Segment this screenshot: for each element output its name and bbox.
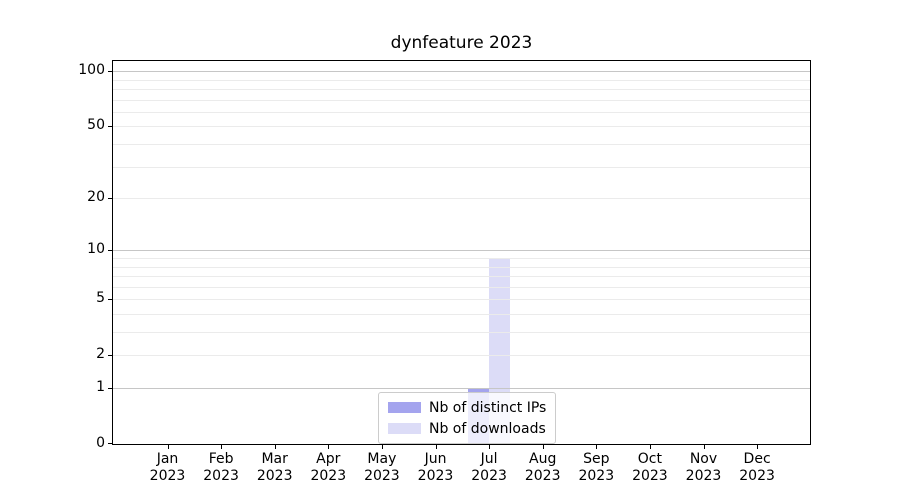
x-tick-mark [542,445,544,449]
x-tick-mark [596,445,598,449]
x-tick-mark [221,445,223,449]
x-tick-year: 2023 [149,468,186,484]
legend-label-distinct-ips: Nb of distinct IPs [429,399,547,416]
legend-label-downloads: Nb of downloads [429,420,546,437]
x-tick-month: Nov [689,451,718,467]
y-tick-mark [108,355,112,357]
x-tick-month: Sep [583,451,610,467]
x-tick-year: 2023 [364,468,400,484]
major-gridline [113,388,810,389]
minor-gridline [113,299,810,301]
x-tick-label: Jul 2023 [453,451,525,485]
x-tick-month: Apr [316,451,341,467]
x-tick-label: Dec 2023 [721,451,793,485]
x-tick-label: Oct 2023 [614,451,686,485]
y-tick-label: 10 [87,241,105,258]
minor-gridline [113,79,810,81]
y-tick-label: 20 [87,189,105,206]
x-tick-month: Oct [637,451,662,467]
minor-gridline [113,198,810,200]
minor-gridline [113,266,810,268]
y-tick-label: 2 [96,346,105,363]
x-tick-year: 2023 [203,468,239,484]
x-tick-mark [274,445,276,449]
y-tick-mark [108,198,112,200]
x-tick-label: Jan 2023 [132,451,204,485]
y-tick-mark [108,71,112,73]
major-gridline [113,71,810,73]
minor-gridline [113,166,810,168]
minor-gridline [113,99,810,101]
x-tick-label: Mar 2023 [239,451,311,485]
x-tick-label: May 2023 [346,451,418,485]
y-tick-label: 1 [96,379,105,395]
y-tick-label: 5 [96,290,105,307]
chart-title: dynfeature 2023 [390,33,533,53]
plot-area: Nb of distinct IPs Nb of downloads 0 1 2 5 1… [78,60,811,484]
minor-gridline [113,126,810,128]
x-tick-label: Sep 2023 [560,451,632,485]
minor-gridline [113,89,810,90]
legend-item-downloads: Nb of downloads [388,419,546,438]
x-tick-year: 2023 [524,468,561,484]
x-tick-mark [435,445,437,449]
legend-swatch-downloads-icon [388,423,421,434]
minor-gridline [113,332,810,333]
x-tick-month: May [367,451,397,467]
x-tick-label: Nov 2023 [668,451,740,485]
x-tick-month: Jun [424,451,447,467]
x-tick-label: Apr 2023 [292,451,364,485]
legend-swatch-distinct-ips-icon [388,402,421,413]
y-tick-mark [108,299,112,301]
x-tick-year: 2023 [471,468,507,484]
x-tick-year: 2023 [417,468,454,484]
y-tick-mark [108,126,112,128]
y-tick-label: 50 [87,117,105,134]
x-tick-year: 2023 [685,468,722,484]
minor-gridline [113,355,810,357]
legend-item-distinct-ips: Nb of distinct IPs [388,398,546,417]
x-tick-mark [167,445,169,449]
x-tick-month: Jan [156,451,179,467]
minor-gridline [113,111,810,113]
x-tick-year: 2023 [578,468,615,484]
x-tick-mark [489,445,491,449]
x-tick-year: 2023 [256,468,293,484]
x-tick-month: Aug [529,451,557,467]
major-gridline [113,250,810,252]
minor-gridline [113,258,810,259]
y-tick-mark [108,443,112,444]
x-tick-month: Jul [480,451,498,467]
y-tick-mark [108,250,112,252]
x-tick-label: Feb 2023 [185,451,257,485]
x-tick-mark [703,445,705,449]
x-tick-year: 2023 [310,468,347,484]
minor-gridline [113,144,810,145]
y-tick-label: 0 [96,435,105,451]
x-tick-mark [328,445,330,449]
x-tick-mark [381,445,383,449]
x-tick-year: 2023 [739,468,775,484]
x-tick-label: Jun 2023 [400,451,472,485]
y-tick-label: 100 [78,62,105,79]
x-tick-year: 2023 [632,468,668,484]
x-tick-mark [649,445,651,449]
x-tick-month: Feb [208,451,234,467]
x-tick-mark [757,445,759,449]
x-tick-label: Aug 2023 [507,451,579,485]
legend: Nb of distinct IPs Nb of downloads [378,392,557,444]
y-tick-mark [108,388,112,389]
minor-gridline [113,314,810,315]
x-tick-month: Mar [261,451,288,467]
minor-gridline [113,276,810,277]
x-tick-month: Dec [743,451,771,467]
minor-gridline [113,286,810,288]
